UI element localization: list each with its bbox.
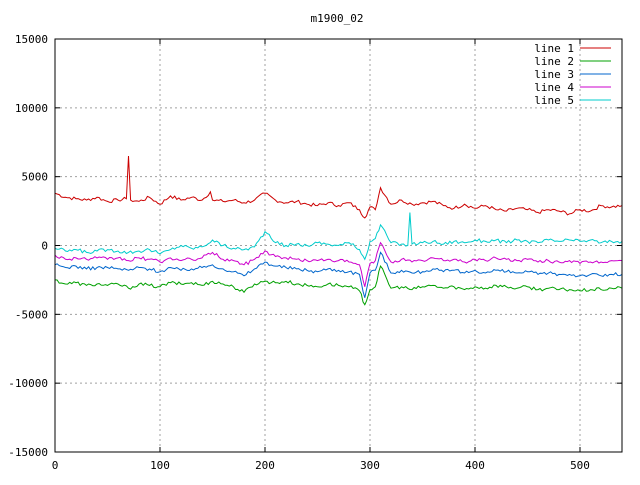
x-tick-label: 400 [465, 459, 485, 472]
legend-label: line 4 [534, 81, 574, 94]
chart-title: m1900_02 [311, 12, 364, 25]
x-tick-label: 0 [52, 459, 59, 472]
axis-ticks: 0 100 200 300 400 500 -15000 -10000 -5000 0 5000 10… [8, 33, 622, 472]
series-line-2 [54, 265, 623, 306]
series-layer [54, 155, 623, 306]
series-line-1 [54, 155, 623, 219]
y-tick-label: -10000 [8, 377, 48, 390]
grid [55, 39, 622, 452]
series-line-4 [54, 241, 623, 287]
series-line-5 [54, 212, 623, 261]
x-tick-label: 200 [255, 459, 275, 472]
series-line-3 [54, 251, 623, 298]
y-tick-label: 0 [41, 240, 48, 253]
y-tick-label: -15000 [8, 446, 48, 459]
x-tick-label: 300 [360, 459, 380, 472]
x-tick-label: 500 [570, 459, 590, 472]
y-tick-label: 15000 [15, 33, 48, 46]
legend-label: line 3 [534, 68, 574, 81]
y-tick-label: 5000 [22, 171, 49, 184]
legend-label: line 2 [534, 55, 574, 68]
legend-label: line 5 [534, 94, 574, 107]
y-tick-label: -5000 [15, 308, 48, 321]
y-tick-label: 10000 [15, 102, 48, 115]
legend-label: line 1 [534, 42, 574, 55]
x-tick-label: 100 [150, 459, 170, 472]
